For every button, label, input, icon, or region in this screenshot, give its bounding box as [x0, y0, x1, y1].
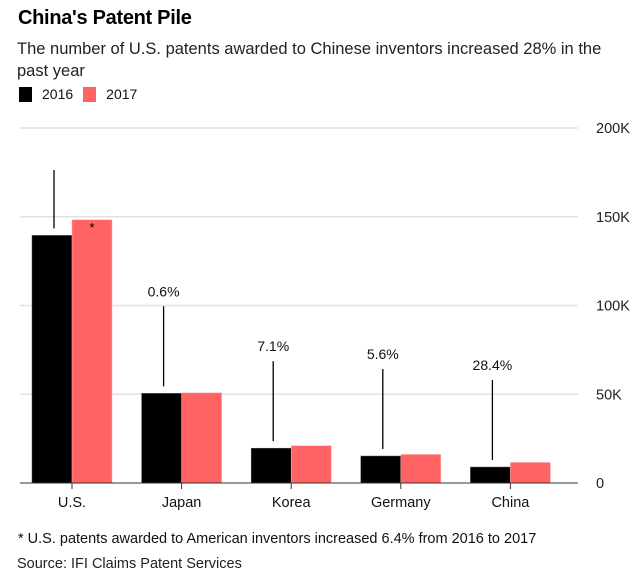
bar-2016-us: [31, 235, 73, 484]
chart-subtitle: The number of U.S. patents awarded to Ch…: [17, 40, 602, 80]
legend-item-2017: 2017: [83, 86, 137, 102]
annotation-label: 28.4%: [473, 357, 513, 373]
x-tick-label: Japan: [162, 495, 202, 511]
annotation-label: 5.6%: [367, 346, 399, 362]
chart-title: China's Patent Pile: [18, 7, 192, 29]
annotation-label: 7.1%: [257, 338, 289, 354]
y-tick-label: 150K: [596, 210, 630, 226]
footnote: * U.S. patents awarded to American inven…: [18, 531, 537, 547]
x-tick-label: Germany: [371, 495, 431, 511]
y-tick-label: 100K: [596, 299, 630, 315]
annotation-label: 0.6%: [148, 283, 180, 299]
bar-2017-japan: [181, 392, 222, 484]
bar-2016-korea: [250, 447, 292, 484]
x-tick-label: U.S.: [58, 495, 86, 511]
x-tick-label: Korea: [272, 495, 312, 511]
legend-item-2016: 2016: [19, 86, 73, 102]
source-note: Source: IFI Claims Patent Services: [17, 556, 242, 572]
legend-label-2017: 2017: [106, 86, 138, 102]
y-tick-label: 50K: [596, 387, 622, 403]
bar-2016-germany: [360, 455, 402, 484]
legend: 2016 2017: [19, 86, 147, 102]
bar-2017-china: [510, 462, 551, 484]
us-footnote-marker: *: [89, 220, 94, 235]
y-tick-label: 200K: [596, 121, 630, 137]
x-tick-label: China: [491, 495, 530, 511]
legend-label-2016: 2016: [42, 86, 74, 102]
bar-2017-korea: [290, 445, 332, 484]
bar-2016-china: [470, 466, 511, 484]
y-tick-label: 0: [596, 476, 604, 492]
bar-2017-us: [71, 219, 113, 484]
legend-swatch-2017: [83, 86, 97, 102]
bar-2017-germany: [400, 454, 442, 484]
legend-swatch-2016: [19, 86, 32, 102]
bar-2016-japan: [141, 393, 182, 484]
